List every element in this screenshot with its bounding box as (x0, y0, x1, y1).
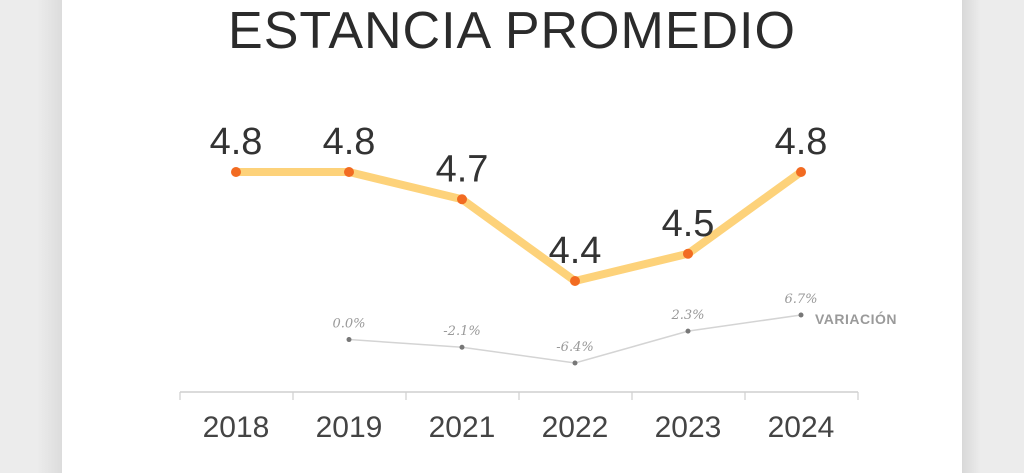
x-tick-label: 2021 (429, 411, 496, 444)
variation-point (572, 360, 578, 366)
variation-data-label: -2.1% (443, 324, 480, 339)
variation-data-label: 0.0% (332, 317, 365, 332)
stay-data-label: 4.8 (775, 121, 828, 163)
stay-series: 4.8 4.8 4.7 4.4 4.5 4.8 (210, 121, 828, 286)
variation-data-label: 6.7% (784, 292, 817, 307)
variation-line (348, 314, 802, 364)
stay-data-label: 4.4 (549, 230, 602, 272)
x-tick-label: 2018 (203, 411, 270, 444)
variation-data-label: 2.3% (670, 308, 704, 323)
variation-point (685, 328, 691, 334)
variation-series-label: VARIACIÓN (815, 310, 897, 327)
variation-point (798, 312, 804, 318)
stay-data-label: 4.8 (210, 121, 263, 163)
background-left (0, 0, 62, 473)
stay-point (683, 248, 693, 259)
chart-title: ESTANCIA PROMEDIO (228, 2, 796, 60)
variation-data-label: -6.4% (556, 340, 593, 355)
stay-data-label: 4.5 (662, 203, 715, 245)
stay-line (232, 168, 805, 285)
background-right (962, 0, 1024, 473)
x-tick-label: 2023 (655, 411, 722, 444)
x-tick-label: 2022 (542, 411, 609, 444)
stay-data-label: 4.8 (323, 121, 376, 163)
stay-point (570, 276, 580, 286)
variation-point (346, 337, 352, 343)
x-tick-label: 2019 (316, 411, 383, 444)
x-tick-label: 2024 (768, 411, 835, 444)
x-axis: 2018 2019 2021 2022 2023 2024 (179, 391, 859, 444)
variation-series: 0.0% -2.1% -6.4% 2.3% 6.7% VARIACIÓN (332, 292, 897, 366)
stay-point (344, 167, 354, 177)
stay-point (457, 194, 467, 205)
stay-data-label: 4.7 (436, 148, 489, 190)
stay-point (231, 167, 241, 177)
variation-point (459, 344, 465, 350)
stay-point (796, 167, 806, 177)
